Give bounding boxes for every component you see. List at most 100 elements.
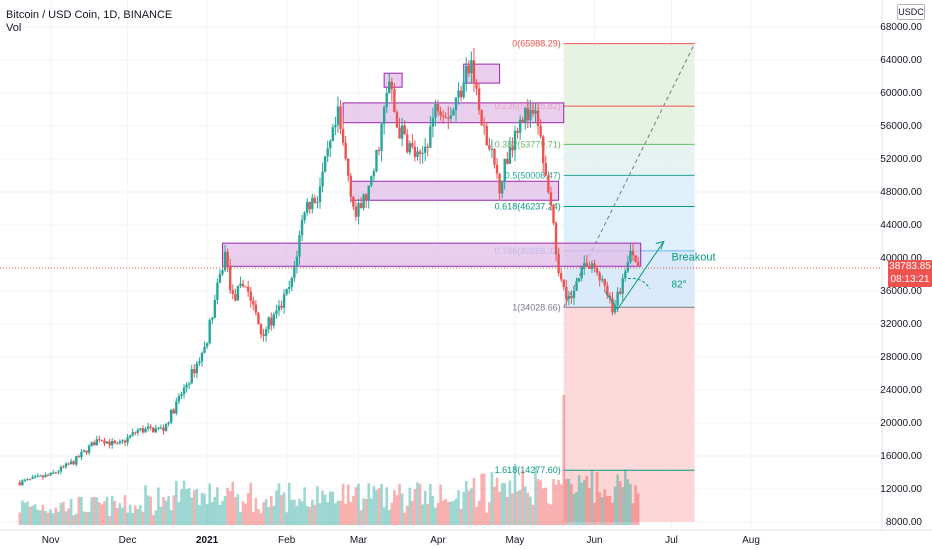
volume-bar — [405, 505, 409, 525]
candle-body — [542, 136, 545, 164]
volume-bar — [316, 486, 319, 525]
volume-bar — [467, 490, 471, 525]
volume-bar — [621, 487, 625, 525]
volume-bar — [300, 501, 304, 525]
candle-body — [557, 254, 560, 273]
bar-countdown: 08:13:21 — [890, 274, 930, 285]
volume-bar — [198, 504, 201, 525]
candle-body — [100, 440, 104, 442]
candle-body — [259, 324, 263, 335]
price-tick-label: 36000.00 — [880, 286, 922, 297]
candle-body — [565, 286, 568, 300]
time-tick-label: Nov — [42, 535, 60, 546]
volume-bar — [295, 505, 299, 525]
candle-body — [344, 142, 347, 159]
currency-badge[interactable]: USDC — [897, 4, 925, 20]
volume-bar — [439, 484, 442, 525]
candle-body — [57, 471, 60, 473]
volume-bar — [113, 500, 117, 525]
fib-level-label: 0(65988.29) — [512, 39, 561, 49]
candle-body — [221, 270, 224, 274]
candle-body — [413, 146, 417, 157]
candle-body — [518, 119, 522, 133]
candle-body — [139, 428, 142, 430]
volume-bar — [192, 490, 196, 525]
price-tick-label: 16000.00 — [880, 451, 922, 462]
candle-body — [331, 127, 335, 142]
zone-rectangle — [383, 72, 403, 88]
volume-bar — [187, 488, 191, 525]
candle-body — [336, 106, 340, 125]
candle-body — [326, 148, 329, 157]
volume-bar — [185, 489, 188, 525]
volume-bar — [547, 503, 550, 525]
price-tick-label: 8000.00 — [886, 517, 923, 528]
candle-body — [529, 109, 532, 121]
candle-body — [436, 104, 440, 112]
price-tick-label: 12000.00 — [880, 484, 922, 495]
candle-body — [426, 146, 429, 148]
volume-bar — [136, 509, 140, 525]
volume-bar — [508, 480, 512, 525]
candle-body — [175, 401, 178, 414]
price-tick-label: 28000.00 — [880, 352, 922, 363]
candle-body — [98, 439, 101, 441]
candle-body — [631, 250, 635, 256]
volume-bar — [565, 478, 568, 525]
volume-bar — [162, 496, 165, 525]
candle-body — [44, 474, 47, 478]
volume-bar — [252, 512, 255, 525]
volume-bar — [39, 510, 42, 525]
candle-body — [549, 192, 553, 205]
candle-body — [172, 409, 175, 414]
volume-bar — [498, 491, 501, 525]
volume-bar — [239, 512, 242, 525]
candle-body — [441, 115, 445, 117]
candle-body — [198, 361, 201, 364]
candle-body — [339, 106, 342, 129]
volume-bar — [334, 503, 337, 525]
candle-body — [295, 256, 299, 267]
candle-body — [608, 295, 612, 299]
volume-bar — [477, 500, 481, 525]
candle-body — [159, 427, 163, 429]
candle-body — [223, 251, 227, 271]
volume-bar — [588, 487, 591, 525]
candle-body — [187, 383, 191, 385]
volume-bar — [87, 511, 91, 525]
candle-body — [577, 278, 581, 282]
breakout-label: Breakout — [671, 251, 715, 263]
volume-bar — [516, 491, 519, 525]
volume-bar — [210, 502, 214, 525]
candle-body — [157, 427, 160, 429]
volume-bar — [526, 492, 530, 525]
price-tick-label: 68000.00 — [880, 22, 922, 33]
volume-bar — [359, 510, 363, 525]
volume-bar — [82, 511, 86, 525]
fib-level-label: 0.5(50008.47) — [505, 170, 561, 180]
volume-bar — [257, 508, 260, 525]
candle-body — [536, 110, 540, 126]
volume-bar — [280, 495, 283, 525]
candle-body — [421, 152, 424, 154]
candle-body — [282, 294, 286, 308]
candle-body — [490, 148, 494, 150]
candle-body — [434, 104, 437, 118]
candle-body — [347, 158, 350, 176]
candle-body — [606, 285, 609, 296]
volume-bar — [77, 496, 81, 525]
volume-bar — [28, 506, 32, 525]
volume-bar — [321, 490, 324, 525]
candle-body — [236, 285, 240, 301]
candle-body — [270, 317, 273, 326]
candle-body — [613, 305, 617, 313]
candle-body — [123, 440, 127, 443]
volume-bar — [262, 502, 265, 525]
candle-body — [393, 89, 396, 113]
candle-body — [334, 124, 337, 128]
candle-body — [80, 452, 83, 458]
volume-bar — [95, 497, 99, 525]
fib-band — [563, 106, 695, 145]
volume-bar — [480, 473, 483, 525]
